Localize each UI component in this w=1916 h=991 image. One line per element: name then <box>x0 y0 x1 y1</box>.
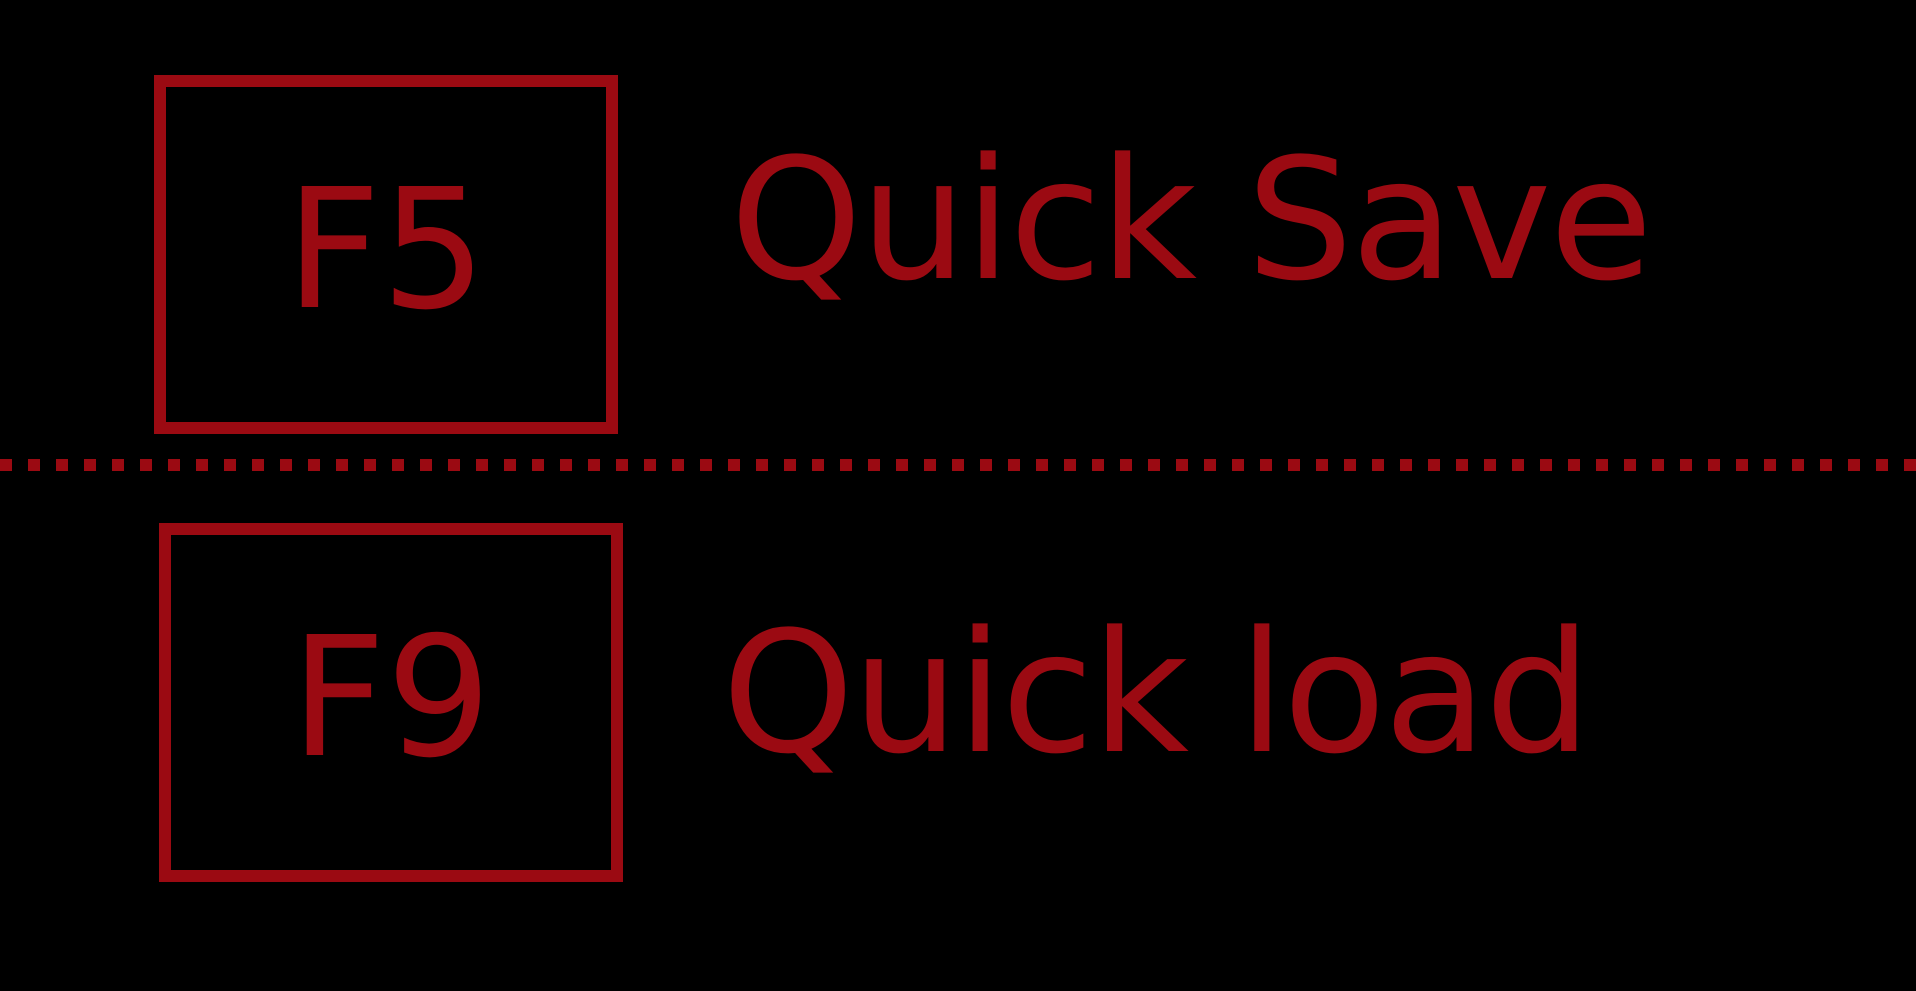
quick-load-label: Quick load <box>722 595 1591 791</box>
f9-key-label: F9 <box>290 601 492 795</box>
quick-save-label: Quick Save <box>730 122 1653 318</box>
f5-key-label: F5 <box>285 153 487 347</box>
dotted-divider <box>0 459 1916 471</box>
f9-key-box: F9 <box>159 523 623 882</box>
f5-key-box: F5 <box>154 75 618 434</box>
